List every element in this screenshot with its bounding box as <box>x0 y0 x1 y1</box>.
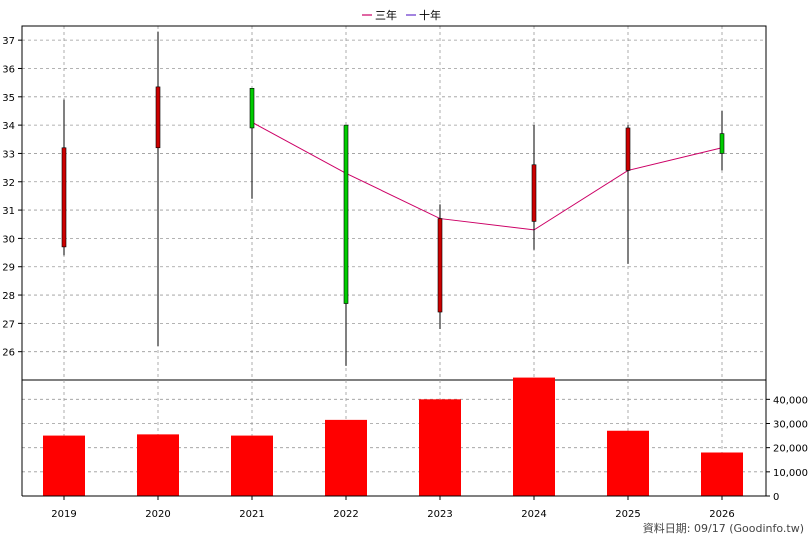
volume-tick-label: 30,000 <box>773 420 808 431</box>
volume-tick-label: 20,000 <box>773 444 808 455</box>
x-tick-label: 2026 <box>709 509 734 520</box>
candle-body-2026 <box>719 133 725 154</box>
price-tick-label: 33 <box>2 149 15 160</box>
volume-panel: 0 10,000 20,000 30,000 40,000 <box>21 377 808 503</box>
price-tick-label: 29 <box>2 263 15 274</box>
x-tick-label: 2021 <box>239 509 264 520</box>
volume-bar-2024 <box>513 377 555 496</box>
x-axis: 2019 2020 2021 2022 2023 2024 2025 2026 <box>51 496 735 520</box>
candle-body-2021 <box>249 88 255 129</box>
legend-label-0: 三年 <box>375 8 397 22</box>
candle-body-2025 <box>625 127 631 171</box>
volume-bar-2019 <box>43 435 85 496</box>
volume-bar-2026 <box>701 452 743 496</box>
x-tick-label: 2019 <box>51 509 76 520</box>
price-tick-label: 35 <box>2 93 15 104</box>
volume-tick-label: 40,000 <box>773 395 808 406</box>
x-tick-label: 2020 <box>145 509 170 520</box>
footer-source: 資料日期: 09/17 (Goodinfo.tw) <box>643 521 804 535</box>
price-tick-label: 31 <box>2 206 15 217</box>
volume-bar-2022 <box>325 419 367 496</box>
volume-tick-label: 10,000 <box>773 468 808 479</box>
candle-body-2022 <box>343 124 349 304</box>
legend: 三年 十年 <box>362 8 441 22</box>
price-panel: 26 27 28 29 30 31 32 33 34 35 36 37 <box>2 25 767 381</box>
volume-tick-label: 0 <box>773 492 779 503</box>
price-tick-label: 26 <box>2 348 15 359</box>
x-tick-label: 2025 <box>615 509 640 520</box>
price-tick-label: 27 <box>2 319 15 330</box>
volume-bar-2025 <box>607 430 649 496</box>
candle-body-2020 <box>155 86 161 149</box>
price-tick-label: 34 <box>2 121 15 132</box>
candle-body-2024 <box>531 164 537 222</box>
volume-bar-2023 <box>419 399 461 496</box>
price-tick-label: 30 <box>2 234 15 245</box>
price-tick-label: 36 <box>2 64 15 75</box>
candle-body-2019 <box>61 147 67 248</box>
x-tick-label: 2024 <box>521 509 546 520</box>
price-tick-label: 32 <box>2 178 15 189</box>
legend-label-1: 十年 <box>419 8 441 22</box>
volume-bar-2020 <box>137 434 179 496</box>
price-frame <box>21 25 767 381</box>
candle-body-2023 <box>437 218 443 313</box>
ma-line-0 <box>251 121 723 231</box>
volume-bar-2021 <box>231 435 273 496</box>
price-tick-label: 28 <box>2 291 15 302</box>
price-tick-label: 37 <box>2 36 15 47</box>
x-tick-label: 2023 <box>427 509 452 520</box>
x-tick-label: 2022 <box>333 509 358 520</box>
